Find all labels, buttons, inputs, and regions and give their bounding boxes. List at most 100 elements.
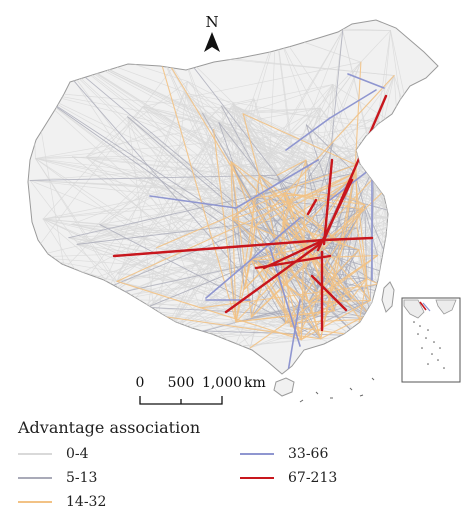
network-line [253,197,344,245]
network-line [249,332,301,349]
network-line [275,26,361,152]
network-line [354,172,378,257]
network-line [29,174,278,181]
network-line [34,91,302,280]
network-line [35,298,71,304]
network-line [243,172,356,290]
network-line [356,227,368,280]
network-line [42,218,118,282]
network-line [322,236,374,242]
network-line [355,164,358,229]
network-line [250,299,343,318]
taiwan-island [381,281,395,313]
network-line [341,209,365,300]
network-line [350,206,386,300]
network-line [35,158,158,249]
network-line [112,238,326,258]
network-line [250,259,287,324]
network-line [347,73,385,89]
network-line [358,249,371,301]
network-line [230,161,237,323]
network-line [221,98,255,107]
hainan-island [273,377,295,397]
network-line [230,161,252,318]
network-line [250,159,307,318]
network-line [85,112,203,158]
network-line [242,113,301,334]
network-line [99,107,321,225]
network-line [268,164,357,197]
network-line [276,159,307,176]
network-line [48,41,251,349]
network-line [360,30,391,63]
network-line [149,195,237,209]
network-line [116,280,302,341]
network-line [230,161,374,320]
network-line [127,116,201,309]
network-line [29,180,227,203]
network-line [262,238,326,270]
network-line [35,107,321,159]
network-line [35,158,360,251]
network-line [284,192,308,268]
scale-tick-1000: 1,000 [202,375,242,391]
network-line [282,222,360,251]
network-line [310,274,348,312]
network-line [253,197,283,251]
network-line [35,156,87,159]
network-line [85,116,128,158]
network-line [202,107,321,114]
network-line [199,307,366,317]
legend-label: 0-4 [66,446,89,462]
network-line [232,218,245,290]
network-line [213,128,237,323]
network-line [393,75,412,316]
legend-swatch [18,477,52,479]
network-line [230,161,310,303]
network-line [147,247,158,308]
network-line [250,197,255,261]
network-line [48,41,307,248]
network-line [42,180,351,220]
legend-item-67-213: 67-213 [240,467,337,489]
network-line [354,61,362,174]
scale-bar: 0 500 1,000 km [136,375,266,405]
network-line [284,192,365,211]
network-line [316,178,354,252]
south-china-sea-inset [401,297,461,383]
network-line [350,278,368,300]
network-line [308,255,379,303]
legend-swatch [18,453,52,455]
scale-tick-0: 0 [136,375,145,391]
network-line [282,222,352,300]
network-line [235,259,252,323]
china-network-map: N 0 500 1,000 km [27,13,461,405]
network-line [76,209,365,245]
network-line [233,84,334,106]
network-line [378,279,410,285]
network-line [313,30,344,318]
network-line [231,197,255,220]
network-line [257,261,310,303]
network-line [116,172,356,282]
network-line [85,156,200,205]
network-line [170,247,307,331]
network-line [285,318,374,324]
legend-title: Advantage association [18,418,201,437]
network-line [235,174,260,323]
network-line [320,172,356,340]
network-line [154,30,344,346]
network-line [242,84,334,115]
network-line [184,92,307,161]
network-line [68,237,302,280]
network-line [202,112,278,176]
legend-swatch [18,501,52,503]
north-arrow: N [204,13,220,52]
network-line [254,254,332,270]
network-line [35,158,286,324]
network-line [30,30,36,159]
network-line [224,242,322,314]
network-line [281,275,322,340]
network-line [306,198,318,216]
network-line [299,204,366,334]
